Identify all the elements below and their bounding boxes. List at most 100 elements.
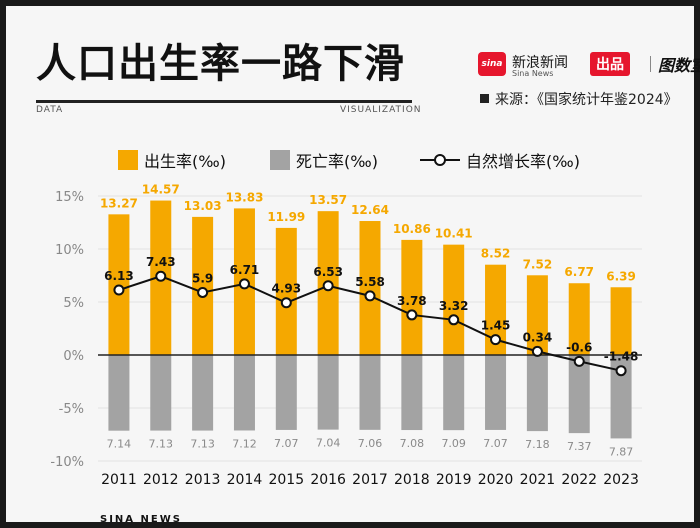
x-tick-label: 2022 — [561, 472, 597, 488]
brand-shujushi: 图数室 — [658, 56, 700, 75]
death-data-label: 7.13 — [190, 438, 215, 451]
source-note: 来源：《国家统计年鉴2024》 — [480, 90, 680, 110]
growth-data-label: -1.48 — [604, 350, 639, 364]
x-tick-label: 2013 — [185, 472, 221, 488]
x-tick-label: 2012 — [143, 472, 179, 488]
death-bar — [610, 355, 632, 439]
death-bar — [359, 355, 381, 430]
death-bar — [150, 355, 172, 431]
growth-point — [322, 280, 334, 292]
sina-logo-icon: sina — [478, 52, 506, 76]
growth-data-label: 6.71 — [230, 263, 260, 277]
x-tick-label: 2017 — [352, 472, 388, 488]
death-data-label: 7.14 — [107, 438, 132, 451]
death-data-label: 7.09 — [441, 437, 466, 450]
death-data-label: 7.18 — [525, 438, 550, 451]
footer-brand: SINA NEWS — [100, 514, 182, 525]
death-bar — [233, 355, 255, 431]
source-square-icon — [480, 94, 489, 103]
y-tick-label: -10% — [50, 455, 84, 470]
visualization-tag: VISUALIZATION — [340, 105, 422, 115]
growth-point — [490, 334, 502, 346]
birth-data-label: 8.52 — [481, 247, 511, 261]
legend-label-growth: 自然增长率(‰) — [466, 152, 580, 171]
x-tick-label: 2021 — [520, 472, 556, 488]
growth-point — [113, 284, 125, 296]
growth-point — [280, 297, 292, 309]
legend-label-birth: 出生率(‰) — [144, 152, 226, 171]
birth-bar — [526, 275, 548, 355]
growth-data-label: -0.6 — [566, 340, 592, 354]
y-tick-label: 0% — [63, 349, 84, 364]
growth-point — [406, 309, 418, 321]
legend-item-birth: 出生率(‰) — [118, 148, 226, 172]
death-data-label: 7.37 — [567, 440, 592, 453]
birth-bar — [443, 244, 465, 355]
death-bar — [108, 355, 130, 431]
growth-point — [197, 286, 209, 298]
legend-item-growth: 自然增长率(‰) — [420, 148, 580, 172]
title-rule — [36, 100, 412, 103]
birth-data-label: 11.99 — [267, 210, 305, 224]
page-title: 人口出生率一路下滑 — [36, 41, 405, 87]
y-tick-label: 5% — [63, 296, 84, 311]
death-data-label: 7.87 — [609, 445, 634, 458]
x-tick-label: 2015 — [268, 472, 304, 488]
death-data-label: 7.07 — [483, 437, 508, 450]
growth-point — [531, 345, 543, 357]
birth-bar — [610, 287, 632, 355]
growth-data-label: 1.45 — [481, 319, 511, 333]
y-tick-label: 15% — [55, 190, 84, 205]
birth-data-label: 12.64 — [351, 203, 389, 217]
growth-point — [155, 270, 167, 282]
growth-data-label: 3.32 — [439, 299, 469, 313]
y-tick-label: 10% — [55, 243, 84, 258]
x-tick-label: 2011 — [101, 472, 137, 488]
death-data-label: 7.08 — [400, 437, 425, 450]
source-text: 来源：《国家统计年鉴2024》 — [495, 92, 678, 108]
growth-data-label: 5.58 — [355, 275, 385, 289]
legend-line-marker — [420, 153, 460, 167]
birth-data-label: 13.03 — [184, 199, 222, 213]
x-tick-label: 2016 — [310, 472, 346, 488]
growth-point — [238, 278, 250, 290]
growth-point — [615, 365, 627, 377]
growth-point — [448, 314, 460, 326]
legend-item-death: 死亡率(‰) — [270, 148, 378, 172]
x-tick-label: 2023 — [603, 472, 639, 488]
legend-label-death: 死亡率(‰) — [296, 152, 378, 171]
growth-point — [364, 290, 376, 302]
x-tick-label: 2014 — [227, 472, 263, 488]
birth-bar — [359, 221, 381, 355]
birth-data-label: 13.57 — [309, 193, 347, 207]
brand-divider — [650, 56, 651, 72]
growth-data-label: 3.78 — [397, 294, 427, 308]
y-tick-label: -5% — [59, 402, 84, 417]
birth-data-label: 13.27 — [100, 196, 138, 210]
death-data-label: 7.07 — [274, 437, 299, 450]
birth-data-label: 14.57 — [142, 183, 180, 197]
growth-data-label: 4.93 — [272, 282, 302, 296]
birth-data-label: 7.52 — [523, 257, 553, 271]
brand-name: 新浪新闻 — [512, 55, 568, 71]
growth-data-label: 6.13 — [104, 269, 134, 283]
legend-swatch-death — [270, 150, 290, 170]
birth-bar — [275, 227, 297, 355]
x-tick-label: 2019 — [436, 472, 472, 488]
death-bar — [401, 355, 423, 431]
birth-data-label: 6.77 — [564, 265, 594, 279]
brand-sub: Sina News — [512, 69, 554, 78]
death-bar — [485, 355, 507, 430]
x-tick-label: 2018 — [394, 472, 430, 488]
death-bar — [443, 355, 465, 431]
growth-data-label: 5.9 — [192, 271, 213, 285]
death-data-label: 7.13 — [149, 438, 174, 451]
birth-bar — [568, 283, 590, 355]
birth-data-label: 6.39 — [606, 269, 636, 283]
growth-data-label: 6.53 — [313, 265, 343, 279]
birth-bar — [192, 216, 214, 355]
data-tag: DATA — [36, 105, 64, 115]
birth-data-label: 10.86 — [393, 222, 431, 236]
death-data-label: 7.12 — [232, 437, 257, 450]
